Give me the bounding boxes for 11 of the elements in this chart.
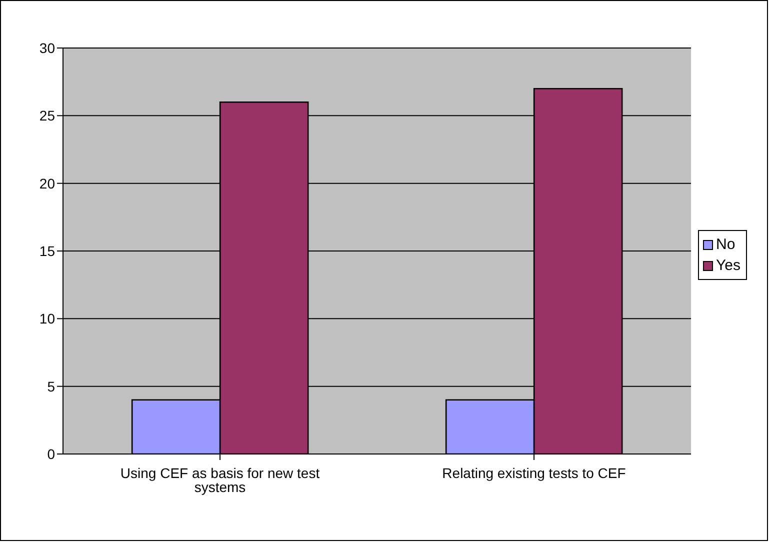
- y-tick-label: 30: [39, 40, 56, 56]
- legend-label: Yes: [716, 256, 740, 276]
- y-tick-label: 5: [47, 378, 56, 394]
- y-tick-label: 25: [39, 108, 56, 124]
- y-tick-label: 15: [39, 242, 56, 259]
- y-tick-label: 0: [47, 446, 56, 462]
- legend-label: No: [716, 235, 736, 255]
- x-tick-label: Using CEF as basis for new test systems: [120, 464, 320, 495]
- y-tick-label: 20: [39, 175, 56, 192]
- x-tick-label: Relating existing tests to CEF: [442, 464, 626, 481]
- y-tick-label: 10: [39, 310, 56, 327]
